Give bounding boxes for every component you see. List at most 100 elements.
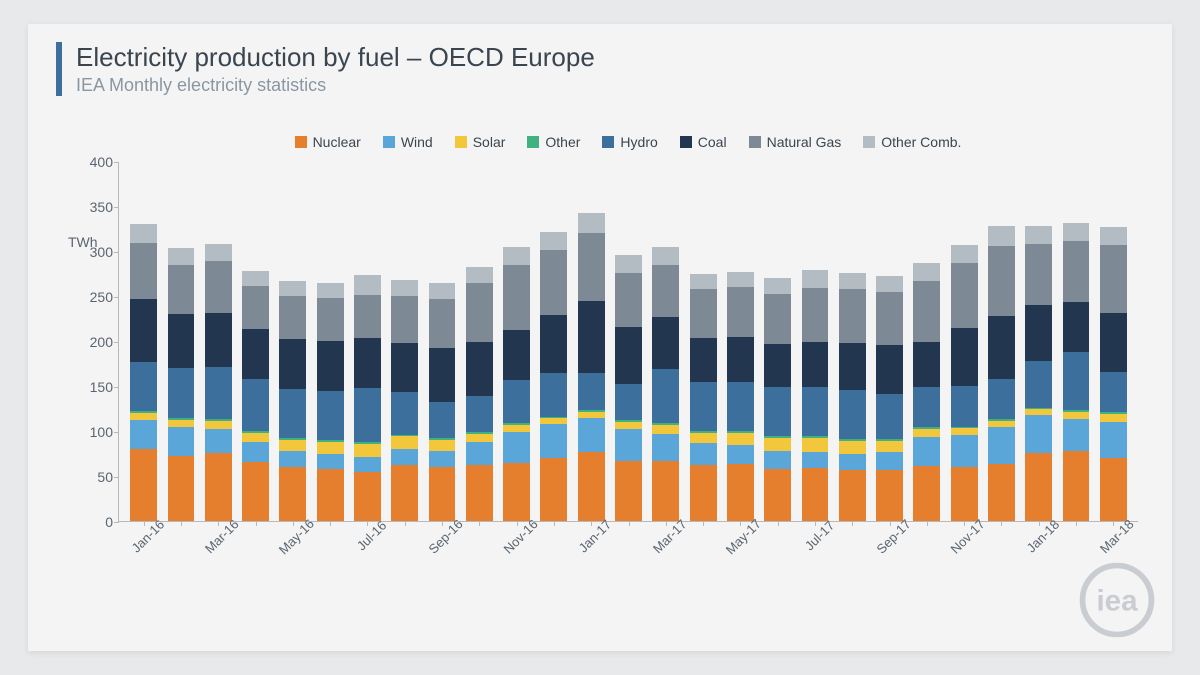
bar-segment [242, 286, 269, 329]
bar-segment [1025, 453, 1052, 521]
bar-column [1057, 223, 1094, 521]
bar-segment [913, 342, 940, 387]
bar-segment [242, 271, 269, 286]
bar-segment [317, 283, 344, 298]
stacked-bar [391, 280, 418, 521]
bar-segment [130, 224, 157, 243]
bar-segment [839, 343, 866, 390]
x-tick-label: Mar-17 [650, 517, 690, 557]
bar-segment [1063, 302, 1090, 352]
bar-segment [503, 247, 530, 265]
bar-column: Jul-17 [796, 270, 833, 521]
bar-segment [466, 434, 493, 442]
bar-segment [168, 314, 195, 368]
bar-segment [540, 250, 567, 315]
bar-segment [317, 298, 344, 341]
x-tick-label: Jul-16 [354, 518, 390, 554]
bar-segment [802, 452, 829, 468]
bar-segment [988, 379, 1015, 420]
bar-segment [578, 373, 605, 411]
x-tick-mark [218, 521, 219, 526]
bar-column: Nov-16 [498, 247, 535, 521]
bar-segment [391, 343, 418, 393]
y-tick-label: 400 [73, 154, 113, 170]
bar-segment [802, 438, 829, 452]
bar-segment [690, 382, 717, 432]
bar-segment [540, 373, 567, 416]
bar-segment [951, 328, 978, 387]
bar-segment [951, 435, 978, 467]
x-tick-mark [1076, 521, 1077, 526]
stacked-bar [1100, 227, 1127, 521]
bar-column [311, 283, 348, 521]
stacked-bar [503, 247, 530, 521]
stacked-bar [429, 283, 456, 521]
legend-swatch [295, 136, 307, 148]
bar-segment [1100, 414, 1127, 422]
x-tick-mark [703, 521, 704, 526]
title-accent-bar [56, 42, 62, 96]
bar-segment [429, 348, 456, 402]
bar-segment [279, 451, 306, 467]
bar-segment [876, 345, 903, 395]
bar-segment [391, 280, 418, 296]
bar-segment [130, 449, 157, 521]
bar-segment [951, 245, 978, 263]
y-tick-label: 250 [73, 289, 113, 305]
stacked-bar [876, 276, 903, 521]
chart-legend: NuclearWindSolarOtherHydroCoalNatural Ga… [118, 134, 1138, 150]
x-tick-mark [815, 521, 816, 526]
bar-segment [130, 420, 157, 449]
bar-segment [578, 213, 605, 233]
stacked-bar [205, 244, 232, 521]
x-tick-mark [666, 521, 667, 526]
stacked-bar [764, 278, 791, 521]
bars-container: Jan-16Mar-16May-16Jul-16Sep-16Nov-16Jan-… [119, 162, 1138, 521]
bar-segment [503, 330, 530, 380]
bar-segment [1025, 305, 1052, 361]
bar-segment [913, 466, 940, 521]
bar-segment [727, 337, 754, 382]
bar-segment [354, 338, 381, 388]
x-tick-mark [405, 521, 406, 526]
stacked-bar [988, 226, 1015, 521]
x-tick-mark [591, 521, 592, 526]
bar-segment [615, 429, 642, 461]
bar-segment [466, 396, 493, 432]
bar-column [610, 255, 647, 521]
bar-segment [1025, 361, 1052, 408]
bar-segment [690, 443, 717, 466]
bar-segment [1100, 422, 1127, 458]
bar-segment [429, 283, 456, 299]
bar-segment [913, 387, 940, 428]
bar-segment [839, 273, 866, 289]
bar-segment [652, 247, 679, 265]
bar-segment [354, 457, 381, 471]
legend-item: Other [527, 134, 580, 150]
y-tick-mark [114, 432, 119, 433]
bar-segment [876, 276, 903, 292]
x-tick-mark [740, 521, 741, 526]
bar-segment [913, 281, 940, 342]
bar-segment [503, 425, 530, 432]
stacked-bar [1025, 226, 1052, 521]
legend-label: Nuclear [313, 134, 361, 150]
bar-segment [466, 465, 493, 521]
bar-column [162, 248, 199, 521]
y-tick-label: 100 [73, 424, 113, 440]
bar-column [983, 226, 1020, 521]
legend-label: Coal [698, 134, 727, 150]
y-tick-label: 200 [73, 334, 113, 350]
bar-segment [466, 267, 493, 283]
stacked-bar [615, 255, 642, 521]
bar-column [684, 274, 721, 521]
bar-column: Jul-16 [349, 275, 386, 521]
bar-segment [1063, 352, 1090, 411]
bar-segment [876, 452, 903, 470]
bar-segment [503, 265, 530, 330]
bar-segment [578, 233, 605, 301]
bar-segment [727, 433, 754, 445]
bar-segment [354, 388, 381, 442]
bar-segment [764, 278, 791, 294]
bar-segment [764, 438, 791, 451]
